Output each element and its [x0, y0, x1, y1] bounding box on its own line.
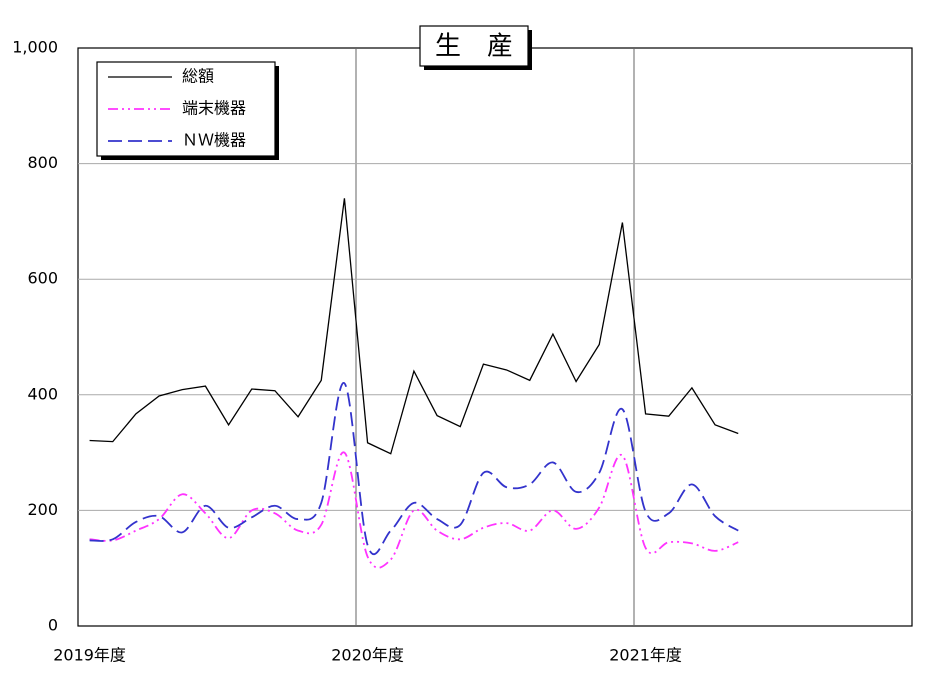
- series-line: [89, 198, 739, 455]
- legend-frame: [96, 61, 276, 157]
- title-box: 生 産: [419, 25, 532, 70]
- legend-label: ＮＷ機器: [182, 131, 246, 150]
- legend-label: 端末機器: [182, 99, 246, 118]
- y-tick-label: 0: [48, 616, 58, 635]
- legend-label: 総額: [182, 67, 214, 86]
- year-dividers: [355, 48, 635, 626]
- y-tick-label: 200: [27, 500, 58, 519]
- title-frame: [419, 25, 529, 67]
- x-tick-label: 2021年度: [609, 646, 682, 665]
- chart-title: 生 産: [435, 32, 513, 62]
- series-line: [89, 451, 739, 569]
- y-tick-label: 400: [27, 384, 58, 403]
- x-tick-label: 2020年度: [331, 646, 404, 665]
- series-line: [89, 382, 739, 555]
- y-tick-label: 1,000: [12, 38, 58, 57]
- y-tick-label: 800: [27, 153, 58, 172]
- y-tick-label: 600: [27, 269, 58, 288]
- x-tick-label: 2019年度: [53, 646, 126, 665]
